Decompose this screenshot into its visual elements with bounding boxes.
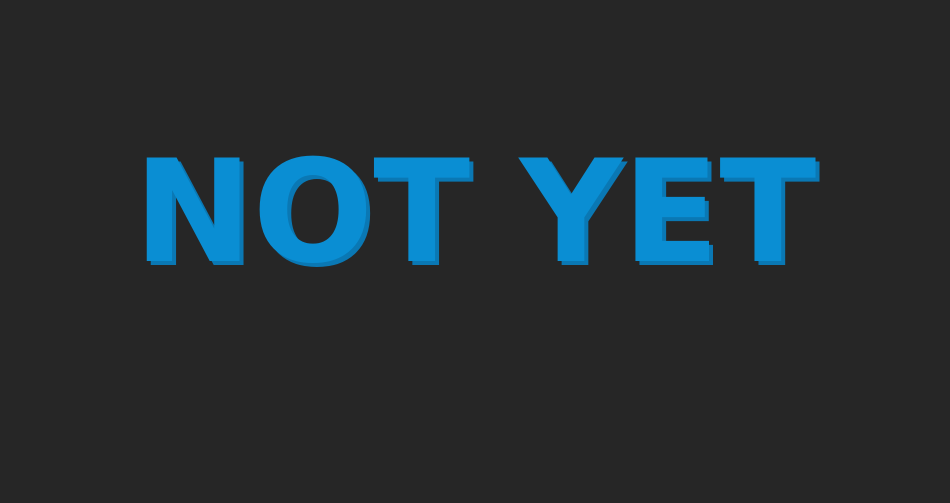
headline-text: NOT YET	[133, 130, 817, 295]
